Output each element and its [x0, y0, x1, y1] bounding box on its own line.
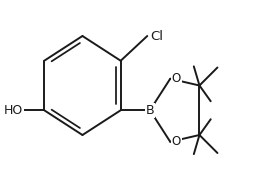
- Text: HO: HO: [4, 104, 23, 117]
- Text: O: O: [172, 135, 181, 148]
- Text: O: O: [172, 72, 181, 85]
- Text: Cl: Cl: [150, 30, 163, 42]
- Text: B: B: [146, 104, 154, 117]
